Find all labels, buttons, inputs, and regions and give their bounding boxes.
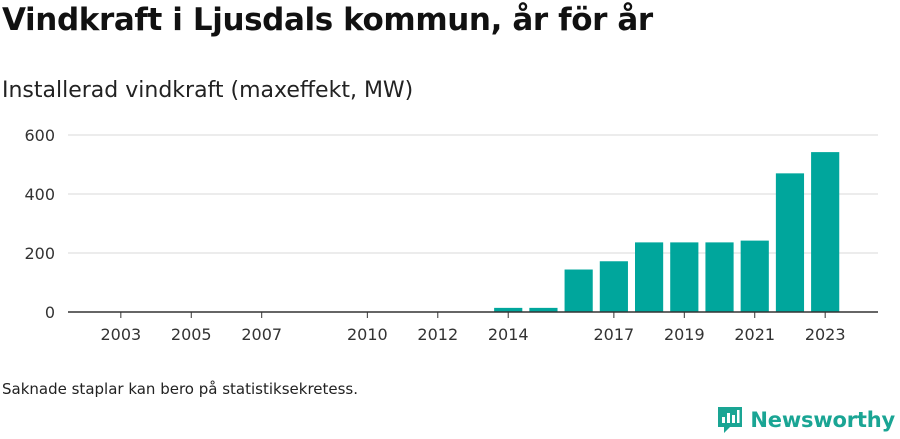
bar-2021 — [740, 240, 769, 312]
bar-2015 — [529, 307, 558, 312]
gridlines — [68, 134, 878, 254]
x-tick-label-2010: 2010 — [347, 325, 388, 344]
bar-2023 — [811, 152, 840, 312]
bar-2019 — [670, 242, 699, 312]
y-tick-label-200: 200 — [24, 244, 55, 263]
y-tick-label-0: 0 — [45, 303, 55, 322]
x-tick-label-2005: 2005 — [171, 325, 212, 344]
axes: 0 200 400 600 2003 2005 2007 2010 2012 2014 2017 20… — [24, 126, 878, 344]
x-tick-label-2012: 2012 — [417, 325, 458, 344]
bar-2020 — [705, 242, 734, 312]
bar-2018 — [635, 242, 664, 312]
brand-name: Newsworthy — [750, 408, 895, 432]
bar-2017 — [599, 261, 628, 312]
x-tick-label-2021: 2021 — [734, 325, 775, 344]
bar-chart: 0 200 400 600 2003 2005 2007 2010 2012 2014 2017 20… — [24, 126, 878, 344]
y-tick-label-600: 600 — [24, 126, 55, 145]
bar-2022 — [775, 173, 805, 312]
x-tick-label-2003: 2003 — [100, 325, 141, 344]
chart-subtitle: Installerad vindkraft (maxeffekt, MW) — [2, 78, 414, 103]
x-tick-label-2019: 2019 — [664, 325, 705, 344]
x-tick-label-2007: 2007 — [241, 325, 282, 344]
newsworthy-logo[interactable]: Newsworthy — [716, 405, 895, 435]
footnote: Saknade staplar kan bero på statistiksek… — [2, 380, 359, 398]
y-tick-label-400: 400 — [24, 185, 55, 204]
x-tick-label-2014: 2014 — [488, 325, 529, 344]
bar-2016 — [564, 269, 593, 312]
bar-2014 — [494, 307, 523, 312]
bars — [494, 152, 840, 312]
newsworthy-logo-icon — [718, 407, 743, 433]
x-tick-label-2023: 2023 — [805, 325, 846, 344]
chart-title: Vindkraft i Ljusdals kommun, år för år — [2, 2, 653, 38]
x-tick-label-2017: 2017 — [594, 325, 635, 344]
